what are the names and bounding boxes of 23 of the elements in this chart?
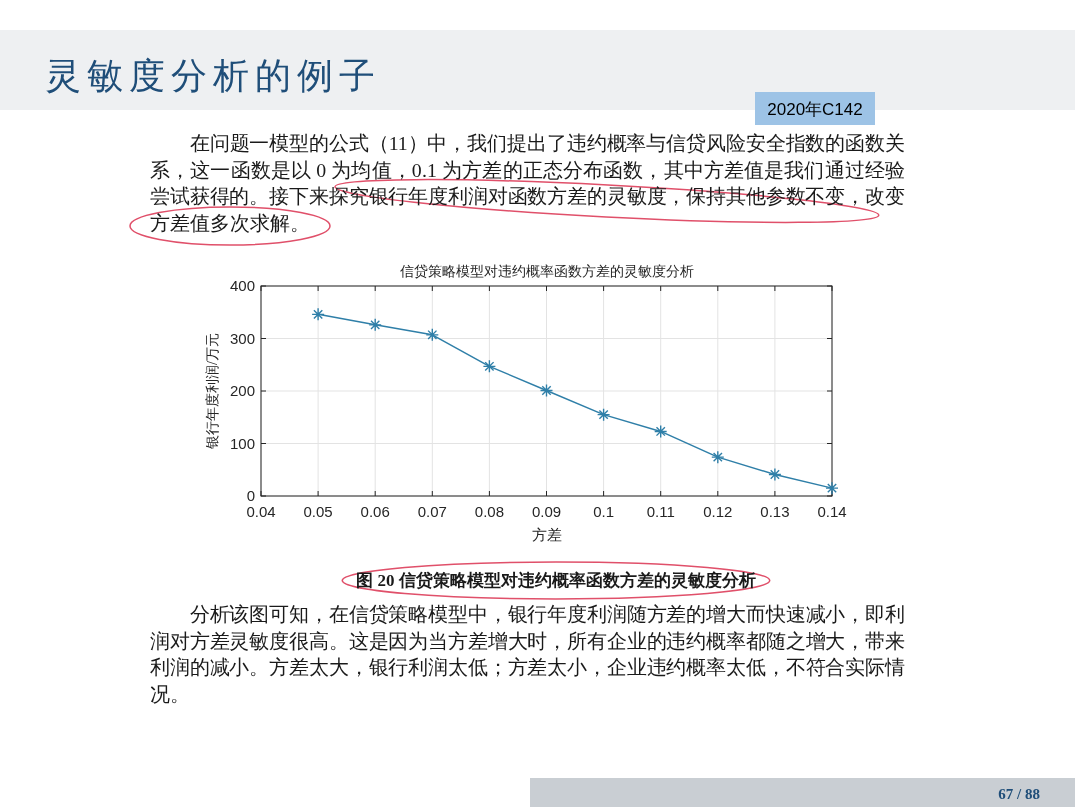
x-tick-label: 0.06 [360,503,390,520]
x-tick-label: 0.04 [246,503,276,520]
x-tick-label: 0.1 [593,503,615,520]
y-tick-label: 100 [229,434,255,452]
x-axis-title: 方差 [531,527,562,543]
y-tick-label: 300 [229,329,255,347]
x-tick-label: 0.11 [646,503,675,520]
caption: 图 20 信贷策略模型对违约概率函数方差的灵敏度分析 [356,571,756,590]
y-tick-label: 0 [246,487,255,504]
chart-title: 信贷策略模型对违约概率函数方差的灵敏度分析 [399,264,694,279]
label: 2020年C142 [767,100,863,119]
page-number: 67 / 88 [998,786,1040,802]
x-tick-label: 0.08 [474,503,504,520]
x-tick-label: 0.05 [303,503,333,520]
slide-title: 灵敏度分析的例子 [45,56,381,96]
x-tick-label: 0.12 [703,503,733,520]
y-tick-label: 200 [229,382,255,399]
x-tick-label: 0.14 [817,503,847,520]
y-tick-label: 400 [229,277,255,294]
x-tick-label: 0.09 [531,503,562,520]
x-tick-label: 0.07 [417,503,447,520]
x-tick-label: 0.13 [760,503,790,520]
y-axis-title: 银行年度利润/万元 [205,333,220,449]
